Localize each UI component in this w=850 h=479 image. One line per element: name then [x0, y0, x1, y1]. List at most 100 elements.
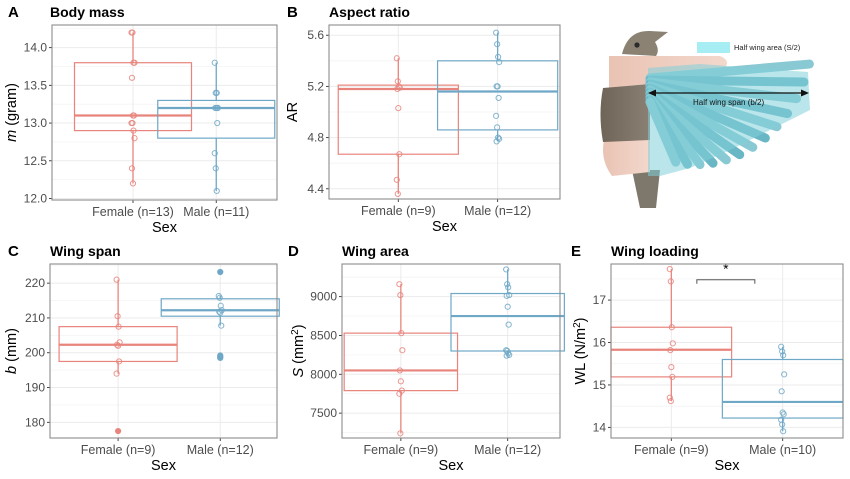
data-point [780, 352, 787, 359]
data-point [669, 340, 676, 347]
data-point [131, 59, 138, 66]
x-tick-label: Female (n=9) [634, 443, 709, 457]
data-point [496, 59, 503, 66]
y-tick-label: 14 [593, 420, 607, 434]
y-tick-label: 5.2 [307, 79, 324, 93]
data-point [493, 138, 500, 145]
data-point [129, 180, 137, 187]
box [160, 298, 280, 317]
data-point [397, 378, 404, 385]
y-tick-label: 17 [593, 293, 607, 307]
x-tick-label: Male (n=12) [464, 204, 531, 218]
data-point [129, 119, 136, 127]
y-tick-label: 7500 [310, 406, 337, 420]
data-point [396, 367, 403, 374]
data-point [212, 165, 219, 172]
data-point [494, 83, 501, 90]
y-axis-label-sup: 2 [572, 322, 583, 328]
data-point [396, 281, 403, 288]
data-point [396, 151, 403, 158]
data-point [504, 303, 511, 310]
panel-title: Body mass [50, 4, 125, 20]
series-male [160, 268, 280, 362]
box [157, 99, 276, 139]
y-tick-label: 15 [593, 378, 607, 392]
y-tick-label: 4.8 [307, 131, 324, 145]
y-tick-label: 8000 [310, 367, 337, 381]
panel-frame [49, 263, 278, 439]
data-point [669, 373, 676, 380]
data-point [217, 309, 224, 316]
data-point [128, 165, 136, 172]
panel-e: E Wing loading 14 15 16 17 Female (n=9) Male (n… [571, 243, 844, 474]
data-point [493, 29, 500, 36]
series-female [337, 55, 459, 197]
x-tick-label: Female (n=9) [361, 204, 436, 218]
panel-title: Wing loading [611, 243, 699, 259]
panel-frame [610, 263, 844, 439]
y-axis-label-symbol: b [4, 366, 20, 374]
data-point [213, 187, 220, 195]
data-point [667, 397, 674, 405]
y-axis-label-unit: WL (N/m [573, 328, 589, 385]
legend-swatch [697, 42, 730, 53]
panel-a: A Body mass 12.0 12.5 13.0 13.5 14.0 Female (n=… [4, 4, 278, 236]
panel-label: A [8, 4, 19, 21]
arrowhead-right [801, 89, 809, 97]
data-point [396, 390, 403, 397]
data-point [211, 150, 218, 157]
panel-frame [51, 24, 278, 201]
y-axis-label-symbol: S [291, 368, 307, 378]
panel-label: C [8, 243, 19, 260]
box [343, 332, 459, 392]
significance-marker: * [723, 261, 729, 277]
y-axis-label-end: ) [573, 317, 589, 322]
series-female [343, 281, 459, 437]
y-tick-label: 14.0 [24, 41, 48, 55]
data-point [397, 430, 404, 437]
data-point [130, 127, 137, 134]
y-tick-label: 180 [25, 415, 45, 429]
y-tick-label: 200 [25, 346, 45, 360]
data-point [668, 324, 675, 331]
arrowhead-left [648, 89, 656, 97]
panel-label: D [288, 243, 299, 260]
x-tick-label: Female (n=13) [92, 205, 174, 219]
y-axis-label-unit: (gram) [4, 83, 20, 130]
data-point [495, 94, 502, 102]
bird-head [622, 30, 668, 56]
y-tick-label: 13.5 [24, 78, 48, 92]
y-axis-label: b (mm) [4, 328, 20, 374]
data-point [666, 265, 673, 273]
panel-frame [328, 24, 561, 200]
panel-title: Aspect ratio [329, 4, 410, 20]
data-point [128, 74, 136, 81]
y-tick-label: 16 [593, 336, 607, 350]
series-male [157, 59, 276, 195]
x-axis-label: Sex [439, 458, 465, 474]
panel-b: B Aspect ratio 4.4 4.8 5.2 5.6 Female (n=9) Mal… [285, 4, 561, 235]
y-axis-label: WL (N/m2) [572, 317, 590, 384]
y-tick-label: 220 [25, 276, 45, 290]
y-axis-label: S (mm2) [290, 324, 308, 377]
data-point [115, 323, 122, 330]
series-male [450, 266, 565, 359]
series-female [73, 29, 193, 187]
data-point [211, 59, 218, 66]
panel-d: D Wing area 7500 8000 8500 9000 Female (n=9) Ma… [288, 243, 565, 474]
series-female [58, 276, 178, 435]
x-axis-label: Sex [715, 458, 741, 474]
plot-background [50, 264, 277, 438]
legend-label: Half wing area (S/2) [734, 43, 801, 52]
data-point [780, 428, 787, 435]
data-point [504, 281, 511, 288]
x-tick-label: Male (n=10) [749, 443, 816, 457]
bird-eye [634, 42, 640, 48]
data-point [214, 104, 221, 112]
y-tick-label: 4.4 [307, 182, 324, 196]
data-point [495, 134, 502, 141]
data-point [114, 313, 121, 320]
data-point [779, 421, 786, 428]
bird-body [600, 84, 650, 142]
